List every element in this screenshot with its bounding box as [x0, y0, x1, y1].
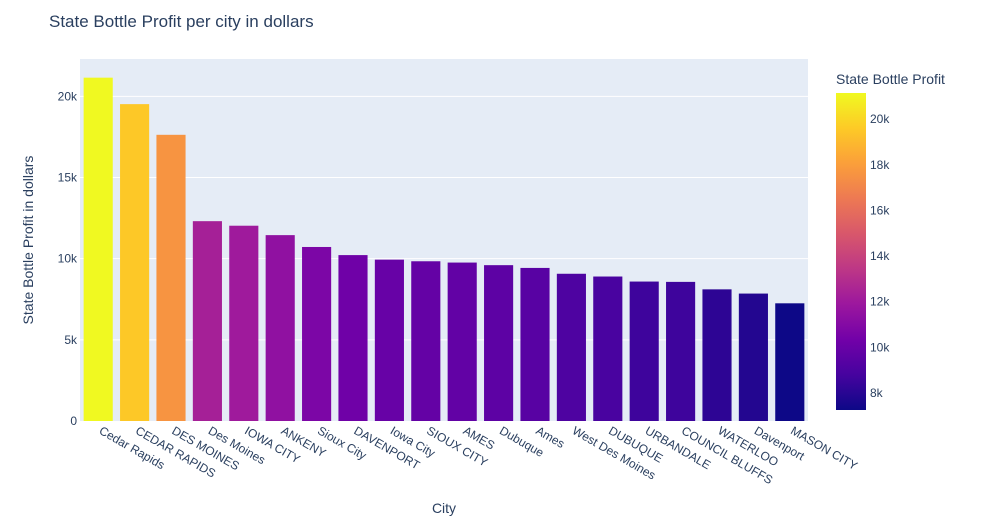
bar [229, 225, 259, 421]
y-tick-label: 0 [70, 414, 77, 428]
bar [593, 276, 623, 421]
bar [447, 262, 477, 421]
bar [775, 303, 805, 421]
bar [666, 281, 696, 421]
y-tick-label: 10k [58, 252, 78, 266]
bar [520, 267, 550, 421]
bar [156, 134, 186, 422]
colorbar-tick-label: 18k [870, 158, 890, 172]
y-tick-label: 20k [58, 89, 78, 103]
plot-area [80, 59, 808, 421]
colorbar-tick-label: 10k [870, 340, 890, 354]
y-axis-title: State Bottle Profit in dollars [20, 156, 36, 325]
bar [556, 273, 586, 421]
colorbar-tick-label: 14k [870, 249, 890, 263]
colorbar-tick-label: 20k [870, 112, 890, 126]
colorbar-tick-label: 12k [870, 295, 890, 309]
bar [738, 293, 768, 421]
bar [629, 281, 659, 421]
bar [83, 77, 113, 422]
y-tick-label: 5k [64, 333, 78, 347]
colorbar-tick-label: 8k [870, 386, 884, 400]
chart-title: State Bottle Profit per city in dollars [49, 12, 314, 31]
bar [374, 259, 404, 421]
bar [338, 255, 368, 421]
colorbar-title: State Bottle Profit [836, 71, 945, 87]
bar [302, 246, 332, 421]
bar [702, 289, 732, 421]
x-axis-title: City [432, 500, 456, 516]
bar [120, 104, 150, 422]
bar [484, 265, 514, 421]
bar [411, 261, 441, 421]
y-tick-label: 15k [58, 171, 78, 185]
colorbar [836, 93, 866, 410]
bar [192, 221, 222, 421]
bar [265, 235, 295, 421]
colorbar-tick-label: 16k [870, 203, 890, 217]
